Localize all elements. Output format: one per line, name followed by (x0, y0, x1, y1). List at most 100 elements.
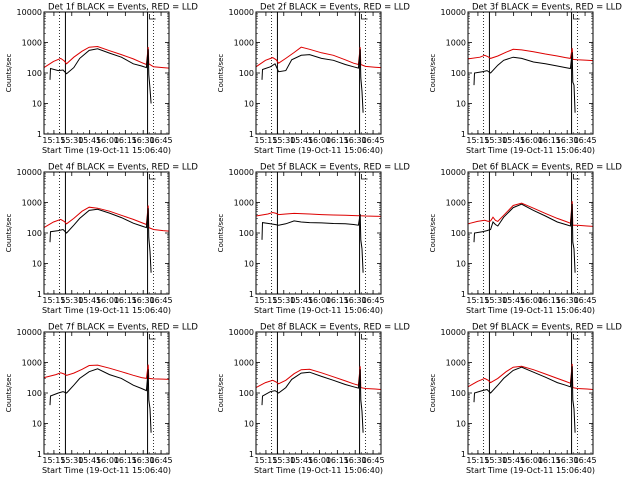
y-tick-label: 10 (32, 260, 42, 269)
y-tick-label: 1 (249, 450, 254, 459)
x-tick-label: 15:15 (42, 136, 65, 145)
x-tick-label: 15:45 (78, 456, 101, 465)
bracket-mark (149, 14, 156, 20)
events-series-line (473, 203, 576, 273)
y-tick-label: 10000 (17, 328, 42, 337)
x-tick-label: 16:45 (574, 456, 597, 465)
x-tick-label: 15:45 (502, 296, 525, 305)
x-tick-label: 15:45 (290, 136, 313, 145)
plot-frame (467, 171, 594, 295)
events-series-line (49, 368, 152, 433)
y-tick-label: 1 (249, 290, 254, 299)
bracket-mark (149, 334, 156, 340)
y-tick-label: 1000 (234, 199, 254, 208)
x-tick-label: 15:45 (290, 456, 313, 465)
panel-title: Det 7f BLACK = Events, RED = LLD (48, 323, 198, 333)
x-tick-label: 15:15 (466, 456, 489, 465)
x-tick-label: 16:00 (520, 296, 543, 305)
x-tick-label: 15:30 (272, 136, 295, 145)
y-tick-label: 10000 (229, 8, 254, 17)
x-tick-label: 15:45 (290, 296, 313, 305)
y-tick-label: 10000 (441, 328, 466, 337)
bracket-mark (361, 14, 368, 20)
panel-title: Det 9f BLACK = Events, RED = LLD (472, 323, 622, 333)
y-tick-label: 1 (461, 130, 466, 139)
lld-series-line (255, 211, 382, 217)
x-tick-label: 16:00 (308, 456, 331, 465)
x-axis-label: Start Time (19-Oct-11 15:06:40) (254, 146, 383, 155)
panel-2: Det 2f BLACK = Events, RED = LLD 1 10 100 10… (217, 3, 410, 156)
y-tick-label: 10000 (441, 168, 466, 177)
y-tick-label: 10 (244, 260, 254, 269)
panel-6: Det 6f BLACK = Events, RED = LLD 1 10 100 10… (429, 163, 622, 316)
y-tick-label: 1 (37, 450, 42, 459)
y-tick-label: 10000 (441, 8, 466, 17)
y-tick-label: 100 (27, 69, 42, 78)
x-tick-label: 16:30 (344, 456, 367, 465)
y-tick-label: 100 (27, 389, 42, 398)
x-tick-label: 16:30 (556, 296, 579, 305)
x-tick-label: 16:15 (326, 136, 349, 145)
x-tick-label: 16:30 (344, 136, 367, 145)
events-series-line (261, 213, 364, 273)
x-tick-label: 15:30 (484, 136, 507, 145)
x-axis-label: Start Time (19-Oct-11 15:06:40) (254, 306, 383, 315)
x-tick-label: 15:15 (254, 456, 277, 465)
x-tick-label: 15:30 (272, 456, 295, 465)
panel-9: Det 9f BLACK = Events, RED = LLD 1 10 100 10… (429, 323, 622, 476)
x-tick-label: 15:30 (60, 296, 83, 305)
y-axis-label: Counts/sec (217, 54, 225, 93)
y-tick-label: 1000 (446, 359, 466, 368)
x-tick-label: 15:30 (484, 296, 507, 305)
plot-frame (255, 331, 382, 455)
x-tick-label: 16:30 (556, 136, 579, 145)
x-tick-label: 16:00 (308, 296, 331, 305)
panel-5: Det 5f BLACK = Events, RED = LLD 1 10 100 10… (217, 163, 410, 316)
x-tick-label: 16:15 (114, 456, 137, 465)
x-tick-label: 16:00 (520, 456, 543, 465)
plot-frame (43, 171, 170, 295)
bracket-mark (573, 174, 580, 180)
events-series-line (261, 369, 364, 433)
x-tick-label: 15:15 (254, 296, 277, 305)
y-tick-label: 10 (456, 100, 466, 109)
x-tick-label: 16:30 (132, 456, 155, 465)
events-series-line (261, 49, 364, 113)
x-tick-label: 16:00 (520, 136, 543, 145)
bracket-mark (573, 334, 580, 340)
y-tick-label: 100 (239, 69, 254, 78)
x-tick-label: 15:45 (78, 296, 101, 305)
panel-grid: Det 1f BLACK = Events, RED = LLD 1 10 100 10… (5, 3, 622, 476)
x-tick-label: 15:30 (272, 296, 295, 305)
panel-title: Det 5f BLACK = Events, RED = LLD (260, 163, 410, 173)
panel-title: Det 4f BLACK = Events, RED = LLD (48, 163, 198, 173)
bracket-mark (361, 174, 368, 180)
y-tick-label: 100 (239, 389, 254, 398)
x-tick-label: 16:45 (150, 296, 173, 305)
y-tick-label: 1000 (234, 359, 254, 368)
x-tick-label: 16:45 (150, 456, 173, 465)
x-tick-label: 16:15 (326, 456, 349, 465)
x-tick-label: 16:45 (362, 136, 385, 145)
plot-frame (255, 11, 382, 135)
y-tick-label: 1 (37, 130, 42, 139)
y-tick-label: 10 (456, 260, 466, 269)
plot-frame (467, 11, 594, 135)
x-tick-label: 16:45 (574, 136, 597, 145)
events-series-line (49, 208, 152, 273)
panel-title: Det 2f BLACK = Events, RED = LLD (260, 3, 410, 13)
panel-title: Det 8f BLACK = Events, RED = LLD (260, 323, 410, 333)
x-tick-label: 16:15 (326, 296, 349, 305)
x-tick-label: 16:30 (132, 296, 155, 305)
x-tick-label: 16:45 (362, 456, 385, 465)
y-tick-label: 100 (239, 229, 254, 238)
bracket-mark (361, 334, 368, 340)
x-tick-label: 15:15 (254, 136, 277, 145)
plot-frame (43, 11, 170, 135)
y-tick-label: 1000 (22, 359, 42, 368)
x-tick-label: 16:45 (150, 136, 173, 145)
plot-frame (43, 331, 170, 455)
x-tick-label: 15:45 (502, 136, 525, 145)
y-tick-label: 1 (461, 450, 466, 459)
